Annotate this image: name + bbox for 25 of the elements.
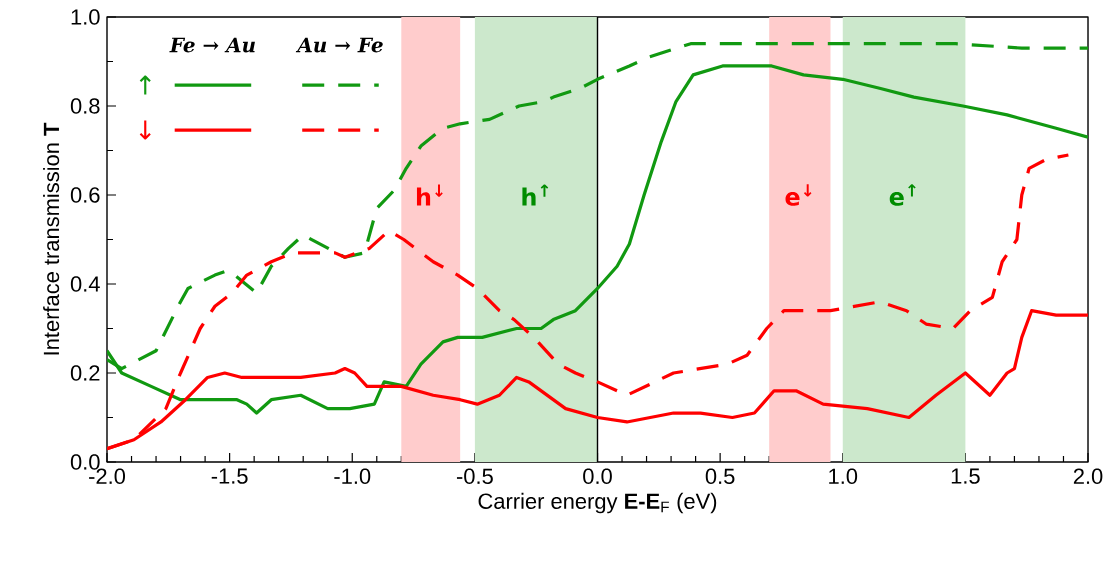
x-tick-label: 2.0 <box>1073 468 1103 485</box>
x-tick-label: 0.5 <box>705 468 735 485</box>
x-tick-label: -0.5 <box>456 468 493 485</box>
annotation: Au → Fe <box>295 37 383 53</box>
band-label: e$^{↓}$ <box>785 184 812 206</box>
y-tick-label: 0.2 <box>70 365 100 381</box>
annotation: ↑ <box>139 75 151 95</box>
x-tick-label: -2.0 <box>89 468 126 485</box>
y-tick-label: 0.4 <box>70 276 100 292</box>
y-tick-label: 0.8 <box>70 98 100 114</box>
annotation: Fe → Au <box>169 37 255 53</box>
x-axis-title: Carrier energy E-E$_{F}$ (eV) <box>478 492 717 514</box>
band-label: e$^{↑}$ <box>889 184 916 206</box>
annotation: ↓ <box>139 120 151 140</box>
x-tick-label: -1.0 <box>334 468 371 485</box>
band-label: h$^{↑}$ <box>522 184 549 206</box>
y-tick-label: 0.6 <box>70 187 100 203</box>
y-axis-title: Interface transmission T <box>43 122 60 355</box>
x-tick-label: 1.0 <box>829 468 858 485</box>
y-tick-label: 0.0 <box>70 454 100 470</box>
x-tick-label: 1.5 <box>951 468 980 484</box>
x-tick-label: -1.5 <box>211 468 248 484</box>
y-tick-label: 1.0 <box>71 9 100 25</box>
band-label: h$^{↓}$ <box>416 184 443 206</box>
x-tick-label: 0.0 <box>583 468 612 485</box>
